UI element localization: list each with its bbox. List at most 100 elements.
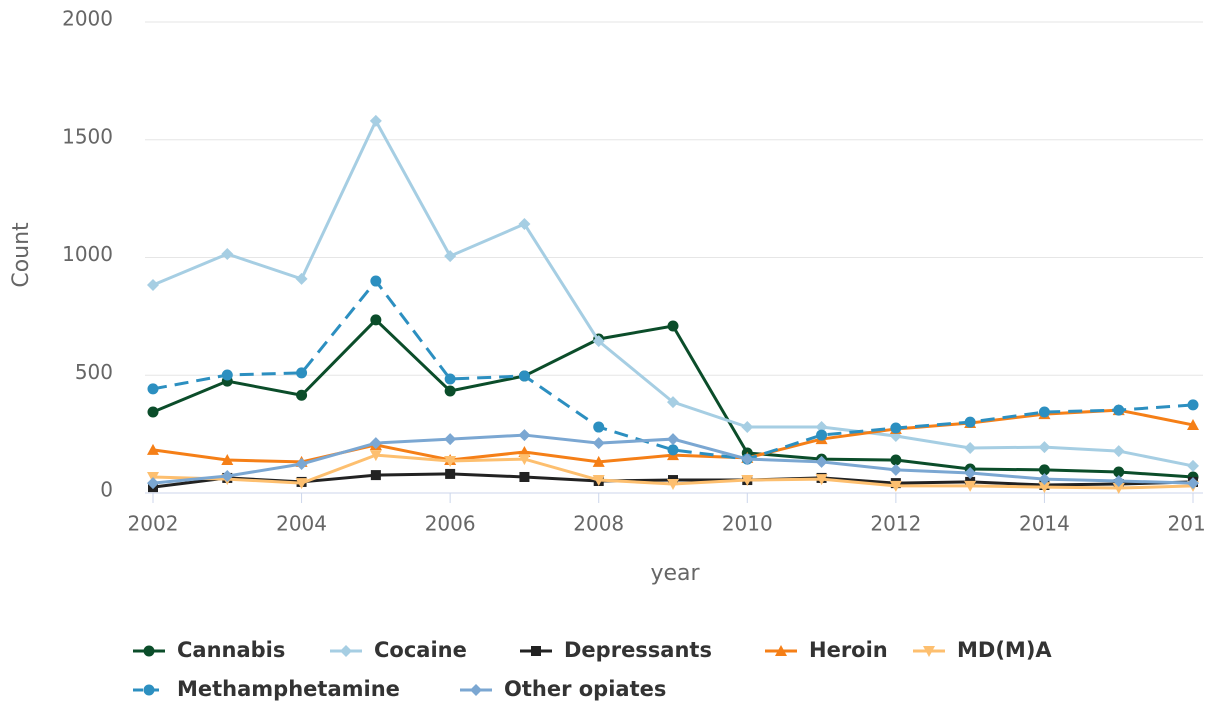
marker <box>518 218 531 231</box>
marker <box>667 320 679 332</box>
marker <box>815 474 828 486</box>
marker <box>890 454 902 466</box>
series <box>147 429 1199 490</box>
marker <box>147 383 159 395</box>
marker <box>1038 482 1051 494</box>
marker <box>593 421 605 433</box>
marker <box>592 455 605 467</box>
marker <box>147 406 159 418</box>
marker <box>667 396 679 409</box>
legend-marker <box>470 684 482 696</box>
x-axis-label: year <box>650 561 700 586</box>
marker <box>444 373 456 385</box>
marker <box>667 479 679 491</box>
marker <box>370 470 381 481</box>
legend-item: Depressants <box>520 638 712 662</box>
legend-item: MD(M)A <box>913 638 1052 662</box>
marker <box>445 468 456 479</box>
marker <box>592 437 605 450</box>
series-line <box>152 278 1194 461</box>
legend-label: Depressants <box>564 638 712 662</box>
series <box>147 275 1199 465</box>
x-tick-label: 2004 <box>276 512 327 536</box>
x-tick-label: 2014 <box>1019 512 1070 536</box>
marker <box>1112 445 1125 458</box>
marker <box>369 437 382 450</box>
marker <box>1038 441 1051 454</box>
marker <box>296 389 308 401</box>
y-tick-label: 0 <box>100 478 113 502</box>
marker <box>519 471 530 482</box>
y-axis-label: Count <box>9 222 34 288</box>
marker <box>518 454 531 466</box>
legend-item: Cannabis <box>133 638 285 662</box>
marker <box>369 450 382 462</box>
legend-label: MD(M)A <box>957 638 1052 662</box>
marker <box>1038 464 1050 476</box>
marker <box>1038 473 1051 486</box>
legend-label: Other opiates <box>504 677 666 701</box>
marker <box>1112 483 1125 495</box>
legend-item: Cocaine <box>330 638 467 662</box>
y-tick-label: 1500 <box>62 124 113 148</box>
series <box>147 114 1199 472</box>
y-tick-label: 2000 <box>62 7 113 31</box>
marker <box>370 275 382 287</box>
marker <box>1112 474 1125 487</box>
marker <box>518 429 531 442</box>
marker <box>518 370 530 382</box>
marker <box>890 422 902 434</box>
marker <box>667 433 679 446</box>
marker <box>1113 466 1125 478</box>
y-tick-label: 500 <box>75 360 113 384</box>
marker <box>147 279 159 292</box>
marker <box>741 453 754 466</box>
x-tick-label: 2010 <box>722 512 773 536</box>
marker <box>964 442 977 455</box>
legend-item: Methamphetamine <box>133 677 400 701</box>
legend-marker <box>531 646 541 656</box>
marker <box>667 444 679 456</box>
legend-item: Heroin <box>765 638 888 662</box>
marker <box>816 429 828 441</box>
legend-item: Other opiates <box>460 677 666 701</box>
marker <box>295 272 308 285</box>
marker <box>444 250 457 263</box>
marker <box>147 477 159 490</box>
marker <box>1113 404 1125 416</box>
legend-marker <box>923 646 935 657</box>
marker <box>592 335 605 348</box>
marker <box>815 455 828 468</box>
x-tick-label: 2008 <box>573 512 624 536</box>
marker <box>444 385 456 397</box>
y-tick-label: 1000 <box>62 242 113 266</box>
marker <box>1187 418 1199 430</box>
legend-label: Cocaine <box>374 638 467 662</box>
marker <box>444 455 457 467</box>
legend-marker <box>143 645 155 657</box>
marker <box>815 421 828 434</box>
marker <box>295 458 308 471</box>
marker <box>741 421 754 434</box>
marker <box>741 475 754 487</box>
x-tick-label: 2012 <box>870 512 921 536</box>
x-tick-label: 2016 <box>1168 512 1207 536</box>
x-tick-label: 2002 <box>128 512 179 536</box>
marker <box>369 114 382 127</box>
legend-label: Cannabis <box>177 638 285 662</box>
legend-label: Heroin <box>809 638 888 662</box>
legend-label: Methamphetamine <box>177 677 400 701</box>
marker <box>1038 406 1050 418</box>
marker <box>964 466 977 479</box>
marker <box>444 433 457 446</box>
legend-marker <box>143 684 155 696</box>
marker <box>221 470 234 483</box>
marker <box>1187 399 1199 411</box>
marker <box>295 478 308 490</box>
legend-marker <box>775 645 787 656</box>
marker <box>1187 459 1199 472</box>
marker <box>964 480 977 492</box>
marker <box>370 314 382 326</box>
legend-marker <box>340 645 352 657</box>
